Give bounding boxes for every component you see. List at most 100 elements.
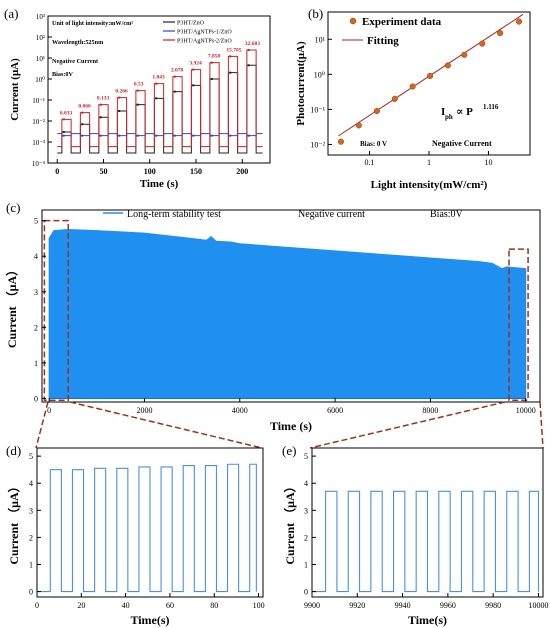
x-tick-label-e: 9900 (304, 601, 320, 610)
x-tick-label-e: 10000 (528, 601, 548, 610)
series-2-marker (247, 134, 250, 137)
legend-label-a: P3HT/AgNTPs-1/ZnO (177, 30, 232, 36)
series-3-marker (229, 55, 232, 58)
panel-c: (c) 0 2000 4000 6000 8000 10000 0 1 2 3 4 5 Time (s) C… (4, 200, 541, 433)
data-point (337, 138, 344, 145)
fit-formula-sub: ph (445, 113, 453, 121)
y-tick-label-d: 3 (29, 506, 33, 515)
intensity-label: 15.705 (226, 47, 241, 53)
fit-formula-rel: ∝ P (456, 106, 473, 118)
panel-label-e: (e) (282, 443, 296, 458)
x-tick-label-e: 9940 (395, 601, 411, 610)
y-tick-label-a: 10² (36, 34, 45, 42)
data-point (461, 51, 468, 58)
series-3-marker (192, 68, 195, 71)
x-tick-label-c: 10000 (516, 406, 536, 415)
series-2-marker (229, 134, 232, 137)
y-tick-label-c: 2 (34, 323, 38, 332)
y-tick-label-b: 10¹ (315, 35, 326, 44)
series-3-marker (62, 118, 65, 121)
x-tick-label-a: 100 (144, 167, 156, 176)
legend-label-a: P3HT/AgNTPs-2/ZnO (177, 39, 232, 45)
annotation-b: Bias: 0 V (360, 140, 387, 148)
series-3-marker (247, 49, 250, 52)
y-tick-label-a: 10⁻² (32, 118, 45, 126)
x-tick-label-c: 8000 (422, 406, 438, 415)
series-line-3 (57, 49, 263, 148)
data-point (409, 83, 416, 90)
data-point (391, 95, 398, 102)
x-tick-label-e: 9980 (485, 601, 501, 610)
y-tick-label-c: 3 (34, 288, 38, 297)
y-axis-label-d: Current （μA） (6, 480, 21, 564)
x-tick-label-d: 80 (210, 601, 218, 610)
annotation-c: Negative current (298, 209, 365, 220)
data-point (444, 62, 451, 69)
x-tick-label-a: 50 (100, 167, 108, 176)
x-tick-label-c: 0 (47, 406, 51, 415)
legend-marker-b (349, 17, 357, 25)
x-tick-label-c: 4000 (232, 406, 248, 415)
x-tick-label-a: 150 (190, 167, 202, 176)
plot-frame-c (41, 209, 541, 403)
intensity-label: 0.53 (134, 82, 144, 88)
series-3-marker (173, 75, 176, 78)
y-axis-label-e: Current （μA） (282, 480, 297, 564)
data-point (373, 107, 380, 115)
series-3-marker (136, 89, 139, 92)
panel-label-a: (a) (4, 6, 18, 21)
data-point (515, 18, 523, 25)
plot-frame-a (47, 15, 271, 164)
y-tick-label-a: 10⁻³ (32, 139, 45, 147)
x-tick-label-e: 9920 (349, 601, 365, 610)
annotation-a: Bias:0V (52, 71, 74, 78)
intensity-label: 0.266 (115, 89, 128, 95)
data-point (497, 30, 504, 37)
x-tick-label-a: 0 (55, 167, 59, 176)
y-tick-label-e: 1 (304, 560, 308, 569)
intensity-label: 1.043 (152, 75, 165, 81)
series-line-2 (57, 133, 263, 137)
series-1-marker (81, 123, 84, 126)
legend-label-b: Fitting (367, 35, 399, 47)
y-axis-label-c: Current （μA） (4, 264, 19, 348)
connector-line (69, 401, 263, 449)
series-3-marker (155, 82, 158, 85)
series-2-marker (118, 134, 121, 137)
panel-label-d: (d) (6, 443, 21, 458)
y-tick-label-b: 10⁰ (314, 70, 325, 79)
series-2-marker (210, 134, 213, 137)
y-tick-label-e: 0 (304, 588, 308, 597)
series-1-marker (247, 64, 250, 67)
series-2-marker (81, 134, 84, 137)
y-tick-label-a: 10⁻⁴ (32, 160, 46, 168)
series-2-marker (155, 134, 158, 137)
x-tick-label-c: 6000 (327, 406, 343, 415)
zoom-box (43, 219, 69, 401)
connector-line (539, 401, 544, 449)
x-tick-label-b: 10 (484, 158, 492, 167)
connector-line (309, 401, 506, 449)
annotation-a: Unit of light intensity:mW/cm² (52, 20, 133, 27)
annotation-c: Bias:0V (430, 209, 464, 220)
legend-label-b: Experiment data (362, 16, 442, 28)
pulse-trace (37, 463, 257, 593)
series-3-marker (99, 103, 102, 106)
data-point (427, 72, 434, 79)
y-tick-label-b: 10⁻² (310, 140, 325, 149)
legend-label-c: Long-term stability test (127, 209, 221, 220)
series-2-marker (62, 134, 65, 137)
series-3-marker (118, 96, 121, 99)
series-1-marker (118, 109, 121, 112)
series-1-marker (192, 84, 195, 87)
x-tick-label-e: 9960 (440, 601, 456, 610)
series-3-marker (210, 61, 213, 64)
series-1-marker (210, 78, 213, 80)
series-1-marker (173, 90, 176, 93)
fit-formula-sup: 1.116 (483, 103, 499, 111)
stability-area (48, 229, 527, 399)
y-tick-label-d: 1 (29, 560, 33, 569)
x-axis-label-c: Time (s) (270, 419, 312, 433)
y-tick-label-a: 10¹ (36, 55, 45, 63)
